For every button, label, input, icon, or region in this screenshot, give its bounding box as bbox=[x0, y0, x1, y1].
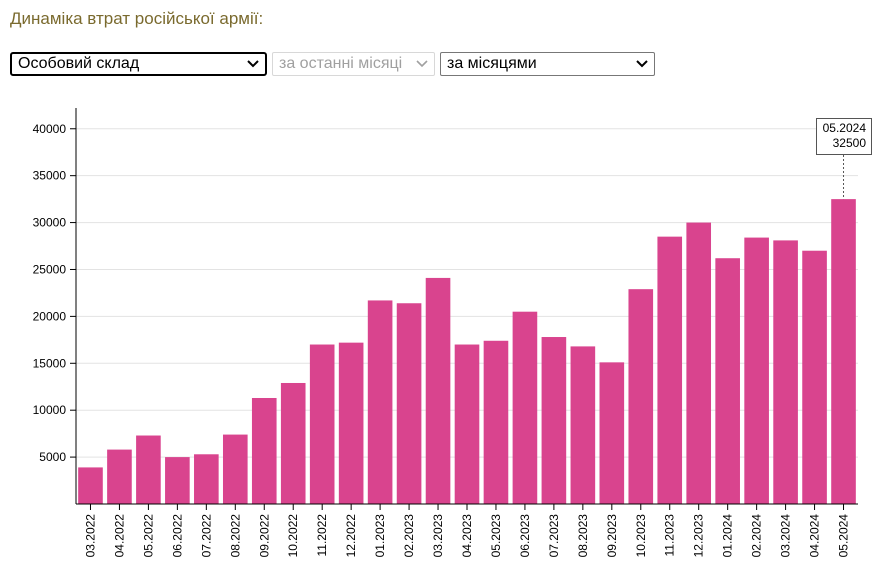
y-tick-label: 40000 bbox=[33, 122, 67, 136]
x-tick-label: 10.2023 bbox=[634, 514, 648, 558]
bar-06.2023[interactable] bbox=[512, 311, 538, 504]
bar-02.2023[interactable] bbox=[396, 303, 422, 504]
page-title: Динаміка втрат російської армії: bbox=[10, 9, 264, 28]
y-tick-label: 25000 bbox=[33, 262, 67, 276]
y-tick-label: 30000 bbox=[33, 216, 67, 230]
x-tick-label: 06.2022 bbox=[170, 514, 184, 558]
bar-01.2023[interactable] bbox=[367, 300, 393, 504]
bar-11.2022[interactable] bbox=[309, 344, 335, 504]
y-tick-label: 10000 bbox=[33, 403, 67, 417]
x-tick-label: 04.2024 bbox=[808, 514, 822, 558]
x-tick-label: 01.2023 bbox=[373, 514, 387, 558]
bar-05.2023[interactable] bbox=[483, 340, 509, 504]
x-tick-label: 12.2022 bbox=[344, 514, 358, 558]
bar-08.2022[interactable] bbox=[222, 434, 248, 504]
category-select-value: Особовий склад bbox=[18, 55, 140, 72]
x-axis: 03.2022 04.2022 05.2022 06.2022 07.2022 08.20… bbox=[76, 503, 858, 558]
x-tick-label: 10.2022 bbox=[286, 514, 300, 558]
x-tick-label: 05.2022 bbox=[141, 514, 155, 558]
x-tick-label: 08.2023 bbox=[576, 514, 590, 558]
chevron-down-icon bbox=[416, 53, 428, 75]
bar-07.2023[interactable] bbox=[541, 337, 567, 504]
bar-02.2024[interactable] bbox=[744, 237, 769, 505]
grouping-select[interactable]: за місяцями bbox=[440, 52, 655, 76]
bar-12.2022[interactable] bbox=[338, 342, 364, 504]
chevron-down-icon bbox=[247, 54, 259, 74]
y-tick-label: 20000 bbox=[33, 309, 67, 323]
x-tick-label: 07.2023 bbox=[547, 514, 561, 558]
x-tick-label: 06.2023 bbox=[518, 514, 532, 558]
x-tick-label: 07.2022 bbox=[199, 514, 213, 558]
x-tick-label: 11.2022 bbox=[315, 514, 329, 557]
bars bbox=[78, 199, 856, 505]
bar-10.2022[interactable] bbox=[280, 382, 306, 504]
y-tick-label: 5000 bbox=[39, 450, 66, 464]
x-tick-label: 02.2023 bbox=[402, 514, 416, 558]
bar-05.2024[interactable] bbox=[831, 199, 856, 504]
bar-12.2023[interactable] bbox=[686, 222, 712, 505]
x-tick-label: 12.2023 bbox=[692, 514, 706, 558]
bar-04.2022[interactable] bbox=[107, 449, 132, 504]
bar-05.2022[interactable] bbox=[136, 435, 161, 504]
bar-03.2023[interactable] bbox=[425, 277, 451, 504]
x-tick-label: 05.2023 bbox=[489, 514, 503, 558]
bar-07.2022[interactable] bbox=[194, 454, 219, 504]
bar-04.2024[interactable] bbox=[802, 250, 827, 504]
x-tick-label: 05.2024 bbox=[837, 514, 851, 558]
bar-09.2022[interactable] bbox=[251, 397, 277, 504]
bar-06.2022[interactable] bbox=[165, 457, 190, 504]
chevron-down-icon bbox=[636, 53, 648, 75]
x-tick-label: 09.2023 bbox=[605, 514, 619, 558]
x-tick-label: 01.2024 bbox=[721, 514, 735, 558]
tooltip-value: 32500 bbox=[832, 136, 866, 150]
bar-01.2024[interactable] bbox=[715, 258, 740, 504]
x-tick-label: 04.2022 bbox=[112, 514, 126, 558]
bar-tooltip: 05.2024 32500 bbox=[815, 118, 872, 155]
bar-08.2023[interactable] bbox=[570, 346, 596, 504]
bar-03.2022[interactable] bbox=[78, 467, 103, 504]
bar-09.2023[interactable] bbox=[599, 362, 625, 504]
bar-03.2024[interactable] bbox=[773, 240, 798, 504]
bar-11.2023[interactable] bbox=[657, 236, 683, 504]
period-select[interactable]: за останні місяці bbox=[272, 52, 435, 76]
bar-04.2023[interactable] bbox=[454, 344, 480, 504]
period-select-value: за останні місяці bbox=[279, 55, 403, 72]
x-tick-label: 03.2022 bbox=[83, 514, 97, 558]
y-tick-label: 35000 bbox=[33, 169, 67, 183]
x-tick-label: 08.2022 bbox=[228, 514, 242, 558]
y-axis: 5000 10000 15000 20000 25000 30000 35000 40000 bbox=[33, 108, 77, 504]
x-tick-label: 11.2023 bbox=[663, 514, 677, 557]
bar-10.2023[interactable] bbox=[628, 289, 654, 504]
x-tick-label: 03.2023 bbox=[431, 514, 445, 558]
tooltip-label: 05.2024 bbox=[822, 121, 866, 135]
x-tick-label: 03.2024 bbox=[779, 514, 793, 558]
x-tick-label: 02.2024 bbox=[750, 514, 764, 558]
x-tick-label: 09.2022 bbox=[257, 514, 271, 558]
y-tick-label: 15000 bbox=[33, 356, 67, 370]
x-tick-label: 04.2023 bbox=[460, 514, 474, 558]
category-select[interactable]: Особовий склад bbox=[10, 52, 267, 76]
grouping-select-value: за місяцями bbox=[447, 55, 537, 72]
